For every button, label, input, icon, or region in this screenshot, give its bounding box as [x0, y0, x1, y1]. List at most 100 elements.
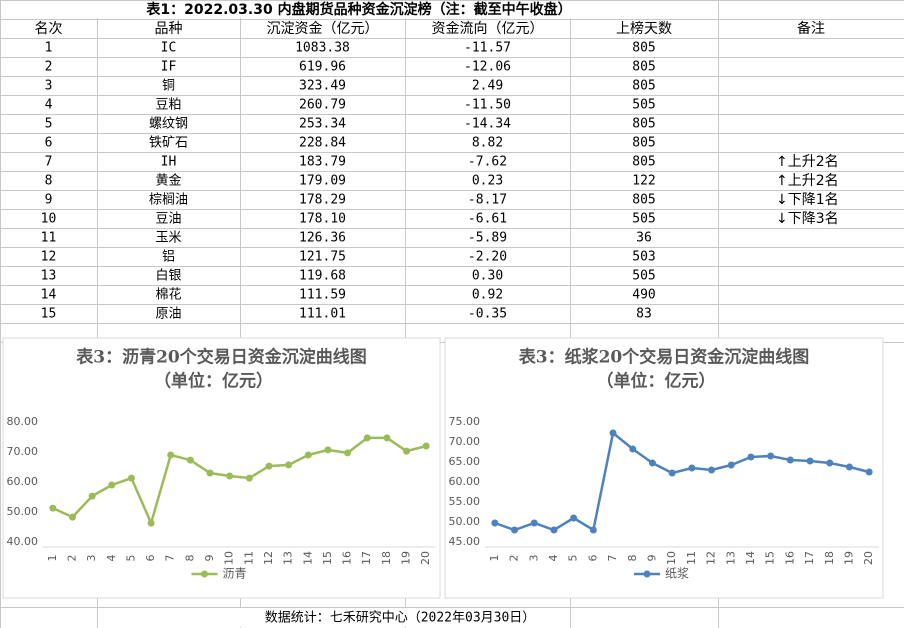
legend-marker — [201, 570, 208, 578]
data-point — [688, 464, 696, 472]
data-point — [727, 461, 735, 469]
table-cell: 119.68 — [299, 269, 346, 284]
x-tick-label: 11 — [685, 551, 698, 565]
table-cell: 505 — [632, 269, 655, 284]
table-cell: 505 — [632, 212, 655, 227]
table-cell: ↓下降1名 — [776, 192, 839, 208]
table-cell: 503 — [632, 250, 655, 265]
table-cell: IH — [161, 155, 177, 170]
table-cell: -6.61 — [468, 212, 507, 227]
data-point — [245, 474, 253, 482]
table-cell: 183.79 — [299, 155, 346, 170]
x-tick-label: 5 — [124, 555, 137, 562]
data-point — [304, 451, 312, 459]
table-cell: 505 — [632, 98, 655, 113]
y-tick-label: 45.00 — [449, 535, 481, 548]
x-tick-label: 16 — [341, 551, 354, 565]
table-cell: -0.35 — [468, 307, 507, 322]
table-cell: 83 — [636, 307, 652, 322]
y-tick-label: 40.00 — [7, 535, 39, 548]
table-cell: 铜 — [162, 79, 175, 94]
legend-marker — [643, 570, 651, 578]
data-point — [324, 446, 332, 454]
table-cell: 2.49 — [472, 79, 503, 94]
x-tick-label: 4 — [547, 555, 560, 562]
table-title: 表1：2022.03.30 内盘期货品种资金沉淀榜（注：截至中午收盘） — [145, 1, 571, 18]
x-tick-label: 12 — [262, 551, 275, 565]
table-cell: 豆粕 — [155, 98, 181, 113]
x-tick-label: 12 — [705, 551, 718, 565]
x-tick-label: 18 — [823, 551, 836, 565]
table-cell: 178.29 — [299, 193, 346, 208]
y-tick-label: 60.00 — [449, 475, 481, 488]
data-point — [403, 447, 411, 455]
table-cell: IF — [161, 60, 177, 75]
column-header: 上榜天数 — [616, 20, 672, 37]
data-point — [265, 462, 273, 470]
x-tick-label: 6 — [144, 555, 157, 562]
table-cell: 棉花 — [155, 287, 181, 303]
table-cell: 3 — [45, 79, 53, 94]
table-cell: -11.50 — [464, 98, 511, 113]
title-cell — [1, 1, 717, 18]
table-cell: 10 — [41, 212, 57, 227]
x-tick-label: 20 — [862, 551, 875, 565]
table-cell: 铁矿石 — [149, 136, 188, 151]
table-cell: IC — [161, 41, 177, 56]
y-tick-label: 55.00 — [449, 495, 481, 508]
table-cell: 铝 — [162, 250, 175, 265]
data-point — [511, 526, 519, 534]
table-cell: 1 — [45, 41, 53, 56]
table-cell: ↓下降3名 — [776, 211, 839, 227]
table-cell: 805 — [632, 41, 655, 56]
table-cell: 7 — [45, 155, 53, 170]
x-tick-label: 2 — [65, 555, 78, 562]
table-cell: 122 — [632, 174, 655, 189]
table-cell: 黄金 — [155, 173, 181, 189]
table-cell: 5 — [45, 117, 53, 132]
table-cell: -7.62 — [468, 155, 507, 170]
column-header: 资金流向（亿元） — [432, 21, 544, 37]
x-tick-label: 8 — [183, 555, 196, 562]
data-point — [845, 463, 853, 471]
x-tick-label: 8 — [626, 555, 639, 562]
table-cell: 323.49 — [299, 79, 346, 94]
data-point — [668, 469, 676, 477]
x-tick-label: 13 — [282, 551, 295, 565]
table-cell: 253.34 — [299, 117, 346, 132]
x-tick-label: 6 — [586, 555, 599, 562]
x-tick-label: 19 — [400, 551, 413, 565]
x-tick-label: 13 — [724, 551, 737, 565]
table-cell: 1083.38 — [295, 41, 350, 56]
table-cell: 121.75 — [299, 250, 346, 265]
table-cell: 111.01 — [299, 307, 346, 322]
data-point — [589, 526, 597, 534]
y-tick-label: 50.00 — [7, 505, 39, 518]
chart-panel — [2, 337, 441, 599]
footer-cell — [98, 608, 569, 627]
x-tick-label: 7 — [606, 555, 619, 562]
chart-subtitle: （单位：亿元） — [597, 371, 716, 392]
chart-title: 表3：纸浆20个交易日资金沉淀曲线图 — [519, 347, 810, 368]
table-cell: -11.57 — [464, 41, 511, 56]
table-cell: 260.79 — [299, 98, 346, 113]
x-tick-label: 15 — [764, 551, 777, 565]
x-tick-label: 9 — [645, 555, 658, 562]
data-point — [88, 492, 96, 500]
table-cell: 805 — [632, 193, 655, 208]
table-cell: 0.30 — [472, 269, 503, 284]
table-cell: 螺纹钢 — [149, 117, 188, 132]
table-cell: 126.36 — [299, 231, 346, 246]
y-tick-label: 60.00 — [7, 475, 39, 488]
table-cell: 豆油 — [155, 212, 181, 227]
x-tick-label: 15 — [321, 551, 334, 565]
x-tick-label: 20 — [419, 551, 432, 565]
table-cell: 白银 — [155, 268, 181, 284]
table-cell: 15 — [41, 307, 57, 322]
table-cell: 619.96 — [299, 60, 346, 75]
x-tick-label: 19 — [842, 551, 855, 565]
data-point — [767, 452, 775, 460]
x-tick-label: 1 — [488, 555, 501, 562]
table-cell: 9 — [45, 193, 53, 208]
table-cell: 0.92 — [472, 288, 503, 303]
